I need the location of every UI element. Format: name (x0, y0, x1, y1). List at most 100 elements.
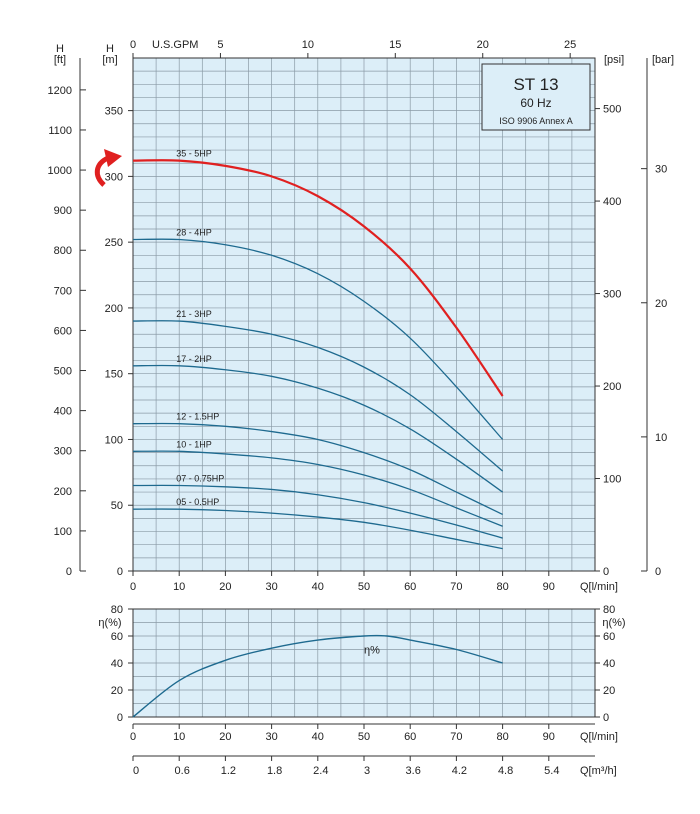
legend-frame (481, 63, 591, 131)
gpm-axis-title: U.S.GPM (152, 39, 198, 51)
ft-tick-label: 700 (54, 285, 72, 297)
ft-tick-label: 1000 (48, 165, 72, 177)
y-tick-label: 350 (105, 106, 123, 118)
bar-tick-label: 10 (655, 432, 667, 444)
psi-axis-title: [psi] (604, 54, 624, 66)
m3h-tick-label: 0.6 (175, 765, 190, 777)
curve-label: 12 - 1.5HP (176, 412, 219, 422)
eff-y2-tick-label: 80 (603, 604, 615, 616)
eff-y2-tick-label: 60 (603, 631, 615, 643)
m3h-tick-label: 4.8 (498, 765, 513, 777)
ft-tick-label: 1100 (48, 125, 72, 137)
head-curve (132, 508, 503, 550)
bar-axis-title: [bar] (652, 54, 674, 66)
ft-tick-label: 600 (54, 325, 72, 337)
gpm-tick-label: 0 (130, 39, 136, 51)
eff-y2-tick-label: 20 (603, 685, 615, 697)
ft-tick-label: 900 (54, 205, 72, 217)
head-grid (132, 57, 596, 572)
ft-tick-label: 100 (54, 526, 72, 538)
eff-y-axis-title: η(%) (98, 617, 121, 629)
x-tick-label: 0 (130, 581, 136, 593)
y-tick-label: 0 (117, 566, 123, 578)
eff-grid (132, 608, 596, 718)
ft-axis-title: H (56, 43, 64, 55)
eff-x-tick-label: 10 (173, 731, 185, 743)
curve-label: 35 - 5HP (176, 149, 212, 159)
curve-label: 10 - 1HP (176, 439, 212, 449)
ft-tick-label: 1200 (48, 85, 72, 97)
eff-x-tick-label: 30 (265, 731, 277, 743)
psi-tick-label: 400 (603, 196, 621, 208)
head-curve (132, 159, 504, 397)
gpm-tick-label: 10 (302, 39, 314, 51)
x-tick-label: 90 (543, 581, 555, 593)
x-tick-label: 70 (450, 581, 462, 593)
ft-tick-label: 200 (54, 486, 72, 498)
ft-tick-label: 300 (54, 446, 72, 458)
x-axis-title: Q[l/min] (580, 581, 618, 593)
gpm-tick-label: 5 (217, 39, 223, 51)
legend-standard: ISO 9906 Annex A (499, 116, 573, 126)
ft-tick-label: 0 (66, 566, 72, 578)
head-curve (132, 450, 503, 527)
head-curve (132, 364, 503, 493)
head-curve (132, 320, 504, 472)
bar-tick-label: 20 (655, 298, 667, 310)
bar-tick-label: 0 (655, 566, 661, 578)
eff-y-tick-label: 0 (117, 712, 123, 724)
legend-title: ST 13 (513, 75, 558, 94)
eff-y-tick-label: 20 (111, 685, 123, 697)
eff-x-tick-label: 0 (130, 731, 136, 743)
m3h-tick-label: 1.2 (221, 765, 236, 777)
eff-x-tick-label: 70 (450, 731, 462, 743)
eff-x-tick-label: 40 (312, 731, 324, 743)
m3h-tick-label: 1.8 (267, 765, 282, 777)
head-curve (132, 422, 503, 516)
gpm-tick-label: 15 (389, 39, 401, 51)
legend-box: ST 13 60 Hz ISO 9906 Annex A (481, 63, 591, 131)
m3h-tick-label: 2.4 (313, 765, 328, 777)
eff-y2-tick-label: 0 (603, 712, 609, 724)
m3h-tick-label: 4.2 (452, 765, 467, 777)
eff-y-tick-label: 60 (111, 631, 123, 643)
eff-x-tick-label: 80 (496, 731, 508, 743)
psi-tick-label: 500 (603, 104, 621, 116)
psi-tick-label: 200 (603, 381, 621, 393)
head-curve (132, 238, 504, 440)
y-axis-unit: [m] (102, 54, 117, 66)
efficiency-curve (132, 634, 503, 718)
psi-tick-label: 100 (603, 474, 621, 486)
y-tick-label: 50 (111, 500, 123, 512)
m3h-tick-label: 5.4 (544, 765, 559, 777)
efficiency-curve-label: η% (364, 645, 380, 657)
gpm-tick-label: 25 (564, 39, 576, 51)
curve-pointer-arrow-icon (94, 149, 122, 187)
m3h-axis-title: Q[m³/h] (580, 765, 617, 777)
legend-frequency: 60 Hz (520, 96, 551, 110)
curve-label: 17 - 2HP (176, 354, 212, 364)
y-axis-title: H (106, 43, 114, 55)
eff-y-tick-label: 40 (111, 658, 123, 670)
psi-tick-label: 0 (603, 566, 609, 578)
y-tick-label: 300 (105, 171, 123, 183)
eff-x-tick-label: 60 (404, 731, 416, 743)
m3h-tick-label: 3.6 (406, 765, 421, 777)
y-tick-label: 200 (105, 303, 123, 315)
eff-x-tick-label: 90 (543, 731, 555, 743)
eff-y2-tick-label: 40 (603, 658, 615, 670)
head-chart: 0 10 20 30 40 50 60 70 80 90 Q[l/min]0501001502002… (48, 39, 675, 593)
eff-x-tick-label: 50 (358, 731, 370, 743)
y-tick-label: 250 (105, 237, 123, 249)
y-tick-label: 100 (105, 434, 123, 446)
gpm-tick-label: 20 (477, 39, 489, 51)
bar-tick-label: 30 (655, 164, 667, 176)
ft-axis-unit: [ft] (54, 54, 66, 66)
x-tick-label: 40 (312, 581, 324, 593)
ft-tick-label: 800 (54, 245, 72, 257)
curve-label: 28 - 4HP (176, 228, 212, 238)
m3h-tick-label: 0 (133, 765, 139, 777)
